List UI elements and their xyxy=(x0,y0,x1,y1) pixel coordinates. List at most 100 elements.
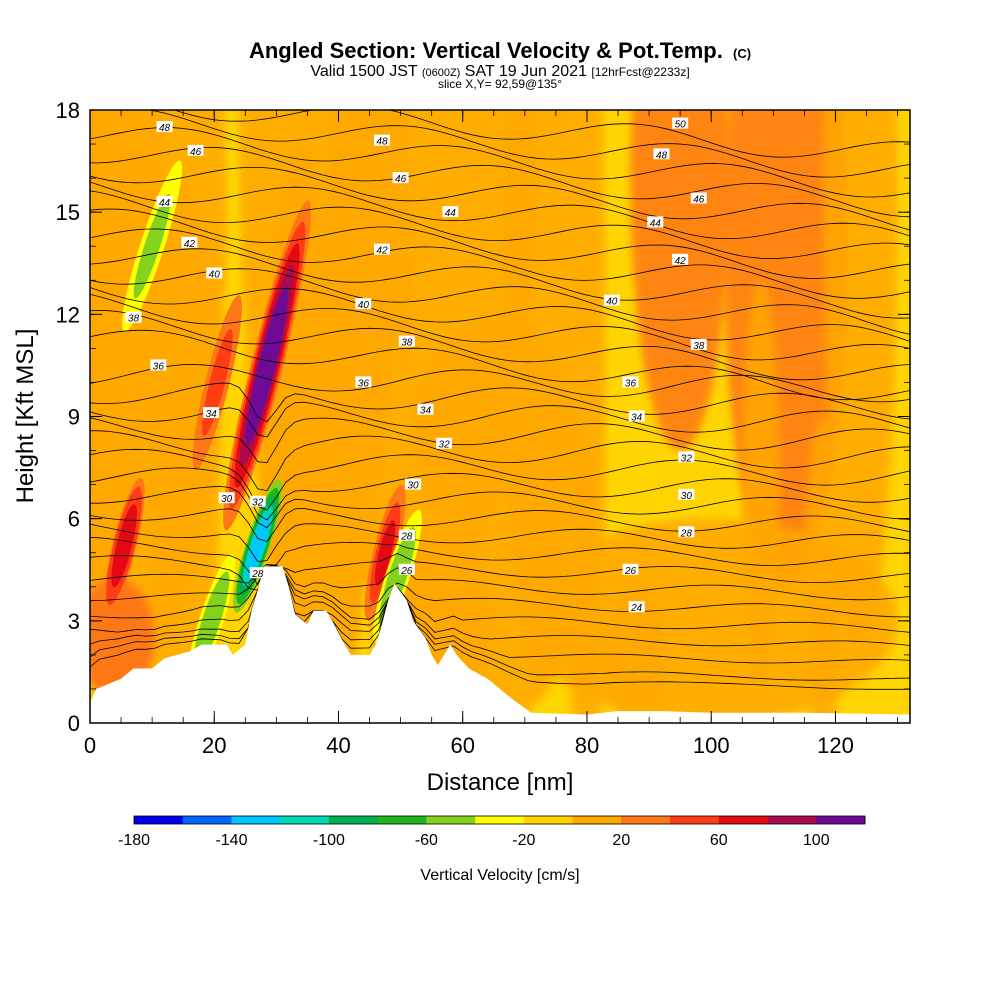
theta-contour-line xyxy=(90,553,910,591)
theta-contour-line xyxy=(90,536,910,586)
contour-label: 32 xyxy=(678,451,695,464)
contour-label-box xyxy=(690,192,707,204)
x-tick-label: 40 xyxy=(326,733,350,758)
colorbar-swatch xyxy=(718,816,769,824)
contour-label-text: 34 xyxy=(631,413,643,424)
contour-label: 42 xyxy=(373,243,390,257)
updraft xyxy=(374,520,396,586)
contour-label-box xyxy=(156,121,173,133)
x-tick-label: 80 xyxy=(575,733,599,758)
theta-contour-line xyxy=(90,181,910,240)
colorbar-tick-label: 60 xyxy=(710,832,728,849)
contour-label-box xyxy=(442,206,459,218)
theta-contour-line xyxy=(90,565,910,690)
contour-label-text: 32 xyxy=(681,453,693,464)
contour-label-box xyxy=(206,267,223,279)
contour-label: 36 xyxy=(622,376,639,389)
theta-contour-line xyxy=(90,448,910,511)
colorbar: -180 -140 -100 -60 -20 20 60 100 xyxy=(118,815,866,849)
terrain xyxy=(90,566,910,723)
contour-label-text: 42 xyxy=(376,246,388,257)
colorbar-swatch xyxy=(475,816,525,824)
y-tick-label: 18 xyxy=(56,98,80,123)
contour-label-box xyxy=(672,253,689,265)
contour-label-text: 28 xyxy=(680,528,693,539)
contour-label-text: 48 xyxy=(376,137,388,148)
contour-label-box xyxy=(690,338,707,350)
contour-label-box xyxy=(249,495,266,507)
y-axis-label: Height [Kft MSL] xyxy=(12,329,39,504)
theta-contour-line xyxy=(90,417,910,464)
colorbar-tick-label: -100 xyxy=(313,832,345,849)
contour-label-text: 44 xyxy=(159,198,171,209)
contour-label-box xyxy=(398,563,415,575)
colorbar-swatch xyxy=(182,816,232,824)
x-tick-label: 20 xyxy=(202,733,226,758)
contour-label: 46 xyxy=(690,192,707,206)
contour-label-box xyxy=(203,407,220,419)
theta-contour-line xyxy=(90,364,910,403)
velocity-field xyxy=(90,110,898,723)
colorbar-tick-label: -60 xyxy=(415,832,438,849)
theta-contour-line xyxy=(90,309,910,381)
theta-contour-line xyxy=(90,190,910,260)
colorbar-swatch xyxy=(231,816,281,824)
contour-label-text: 26 xyxy=(624,566,637,577)
contour-label-box xyxy=(373,243,390,255)
theta-contours xyxy=(90,110,910,690)
downdraft xyxy=(245,513,270,578)
subtitle-valid: Valid 1500 JST xyxy=(310,63,418,80)
contour-label-text: 36 xyxy=(625,378,637,389)
colorbar-swatch xyxy=(328,816,379,824)
colorbar-tick-label: -180 xyxy=(118,832,150,849)
contour-label: 40 xyxy=(355,298,372,311)
contour-label: 24 xyxy=(628,601,645,614)
contour-label: 38 xyxy=(690,338,707,352)
contour-label-text: 26 xyxy=(400,566,413,577)
contour-label-box xyxy=(628,410,645,422)
contour-label: 30 xyxy=(218,492,235,505)
contour-label-box xyxy=(647,216,664,228)
contour-label-box xyxy=(218,492,235,504)
contour-label-text: 50 xyxy=(675,120,687,131)
contour-label: 42 xyxy=(181,236,198,250)
contour-label-box xyxy=(417,403,434,415)
contour-label-text: 24 xyxy=(630,603,643,614)
contour-label-box xyxy=(249,567,266,579)
x-tick-label: 60 xyxy=(450,733,474,758)
contour-label-text: 32 xyxy=(439,440,451,451)
chart-title-main: Angled Section: Vertical Velocity & Pot.… xyxy=(249,38,723,63)
theta-contour-line xyxy=(90,430,910,492)
theta-contour-line xyxy=(172,110,910,158)
contour-label-text: 36 xyxy=(358,378,370,389)
contour-label-text: 40 xyxy=(358,300,370,311)
colorbar-tick-label: 20 xyxy=(612,832,630,849)
contour-label-box xyxy=(398,529,415,541)
updraft xyxy=(114,513,135,579)
theta-contour-line xyxy=(90,565,910,681)
contour-label-box xyxy=(622,563,639,575)
theta-contour-line xyxy=(90,287,910,342)
contour-label: 34 xyxy=(417,403,434,417)
contour-label-text: 40 xyxy=(209,269,221,280)
contour-label: 36 xyxy=(150,359,167,372)
subtitle-date: SAT 19 Jun 2021 xyxy=(465,63,587,80)
contour-label: 28 xyxy=(398,529,415,543)
contour-label-text: 32 xyxy=(252,498,264,509)
contour-label-text: 48 xyxy=(159,123,171,134)
contour-label-box xyxy=(355,376,372,388)
y-tick-label: 0 xyxy=(68,711,80,736)
colorbar-swatch xyxy=(621,816,671,824)
y-tick-label: 12 xyxy=(56,302,80,327)
theta-contour-line xyxy=(90,329,910,401)
contour-label: 48 xyxy=(373,134,390,148)
colorbar-tick-label: -140 xyxy=(215,832,247,849)
colorbar-swatch xyxy=(280,816,330,824)
theta-contour-line xyxy=(90,382,910,423)
theta-contour-line xyxy=(90,467,910,521)
contour-label-box xyxy=(392,172,409,184)
contour-labels: 48 46 44 42 40 38 36 34 30 32 28 48 46 44 42 40 38 36 34 32… xyxy=(125,117,707,614)
chart-title-mark: (C) xyxy=(733,46,751,61)
